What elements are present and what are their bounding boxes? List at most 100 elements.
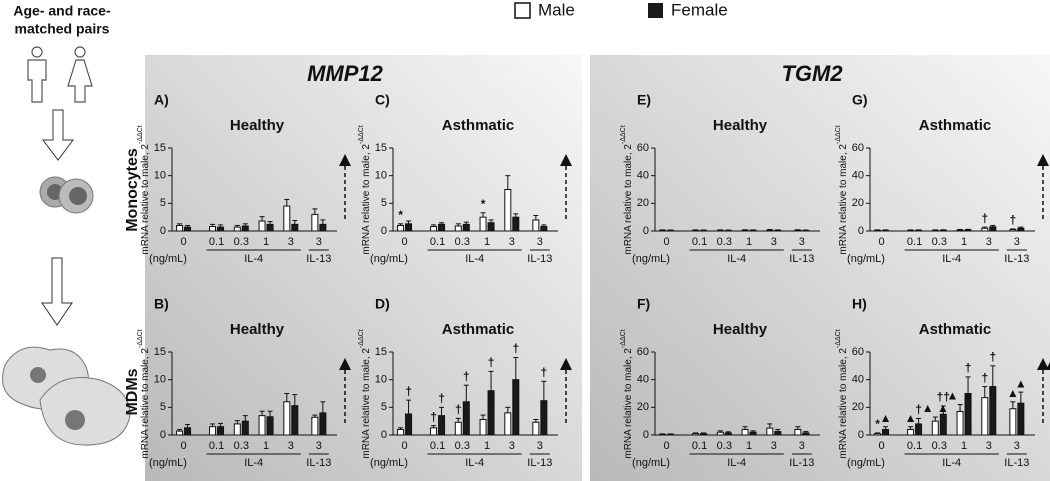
x-tick-label: 0.1 <box>692 236 707 248</box>
y-tick-label: 40 <box>637 170 649 182</box>
y-tick-label: 5 <box>160 401 166 413</box>
annotation: †† <box>937 390 950 404</box>
y-axis-label-text: mRNA relative to male, 2 <box>623 144 634 255</box>
x-tick-label: 3 <box>509 440 515 452</box>
bar <box>209 226 217 232</box>
bar <box>479 216 487 232</box>
panel-title: Asthmatic <box>442 117 515 134</box>
y-tick-label: 0 <box>381 429 387 441</box>
y-tick-label: 5 <box>160 197 166 209</box>
bar <box>283 205 291 232</box>
x-tick-label: 0 <box>878 440 884 452</box>
bar <box>184 427 192 436</box>
bar <box>956 229 964 232</box>
panel-label: G) <box>852 92 868 108</box>
y-axis-label-text: mRNA relative to male, 2 <box>838 348 849 459</box>
row-label: Monocytes <box>124 148 141 232</box>
annotation: ▲ <box>1015 376 1027 390</box>
y-tick-label: 40 <box>852 170 864 182</box>
annotation: † <box>981 371 988 385</box>
x-tick-label: 3 <box>537 440 543 452</box>
x-tick-label: 0.3 <box>717 440 732 452</box>
bar <box>405 223 413 232</box>
bar <box>794 428 802 436</box>
y-tick-label: 0 <box>160 429 166 441</box>
annotation: * <box>398 208 403 222</box>
bar <box>741 428 749 436</box>
panel-title: Healthy <box>230 321 285 338</box>
flow-arrow <box>41 257 73 326</box>
x-tick-label: 3 <box>316 236 322 248</box>
x-tick-label: 1 <box>263 236 269 248</box>
annotation: † <box>541 365 548 379</box>
y-axis-label-text: mRNA relative to male, 2 <box>140 348 151 459</box>
bar <box>438 415 446 436</box>
bar <box>1009 408 1017 436</box>
annotation: † <box>512 342 519 356</box>
y-axis-label-sup: -ΔΔCt <box>137 329 144 348</box>
y-tick-label: 5 <box>381 197 387 209</box>
panel-label: E) <box>637 92 651 108</box>
x-tick-label: 0 <box>401 440 407 452</box>
x-tick-label: 0 <box>401 236 407 248</box>
bar <box>504 189 512 232</box>
y-tick-label: 10 <box>375 374 387 386</box>
bar <box>291 223 299 232</box>
bar <box>882 229 890 232</box>
x-unit: (ng/mL) <box>847 457 885 469</box>
bar <box>766 229 774 232</box>
bar <box>692 229 700 232</box>
panel-title: Healthy <box>230 117 285 134</box>
x-unit: (ng/mL) <box>149 457 187 469</box>
bar <box>874 433 882 436</box>
bar <box>964 229 972 232</box>
y-axis-label-text: mRNA relative to male, 2 <box>140 144 151 255</box>
y-tick-label: 0 <box>381 225 387 237</box>
y-axis-label-text: mRNA relative to male, 2 <box>361 144 372 255</box>
y-tick-label: 10 <box>154 170 166 182</box>
group-label: IL-4 <box>244 253 263 265</box>
bar <box>176 224 184 232</box>
x-tick-label: 0.1 <box>430 440 445 452</box>
x-tick-label: 1 <box>484 236 490 248</box>
y-axis-label-sup: -ΔΔCt <box>358 125 365 144</box>
x-unit: (ng/mL) <box>632 457 670 469</box>
annotation: † <box>405 384 412 398</box>
annotation: † <box>430 410 437 424</box>
x-tick-label: 3 <box>986 440 992 452</box>
bar <box>1009 229 1017 232</box>
x-tick-label: 0.3 <box>717 236 732 248</box>
bar <box>258 220 266 232</box>
annotation: ▲ <box>880 411 892 425</box>
y-tick-label: 40 <box>852 374 864 386</box>
flow-arrow <box>42 109 74 161</box>
bar <box>487 222 495 232</box>
bar <box>540 226 548 232</box>
bar <box>659 229 667 232</box>
bar <box>405 413 413 436</box>
bar <box>749 229 757 232</box>
y-tick-label: 0 <box>643 225 649 237</box>
x-tick-label: 3 <box>537 236 543 248</box>
y-axis-label-sup: -ΔΔCt <box>620 125 627 144</box>
x-tick-label: 0 <box>663 440 669 452</box>
bar <box>462 401 470 436</box>
annotation: * <box>875 417 880 431</box>
tgm2-panel-bg <box>590 55 1050 481</box>
y-tick-label: 15 <box>375 346 387 358</box>
bar <box>266 223 274 232</box>
panel-title: Healthy <box>713 321 768 338</box>
bar <box>956 410 964 436</box>
bar <box>397 224 405 232</box>
x-tick-label: 3 <box>509 236 515 248</box>
group-label: IL-4 <box>244 457 263 469</box>
x-tick-label: 0.1 <box>209 440 224 452</box>
section-title: TGM2 <box>781 61 843 86</box>
x-tick-label: 0 <box>663 236 669 248</box>
y-axis-label: mRNA relative to male, 2-ΔΔCt <box>835 125 849 254</box>
panel-title: Asthmatic <box>442 321 515 338</box>
section-title: MMP12 <box>307 61 384 86</box>
annotation: * <box>481 197 486 211</box>
y-tick-label: 10 <box>154 374 166 386</box>
bar <box>766 427 774 436</box>
